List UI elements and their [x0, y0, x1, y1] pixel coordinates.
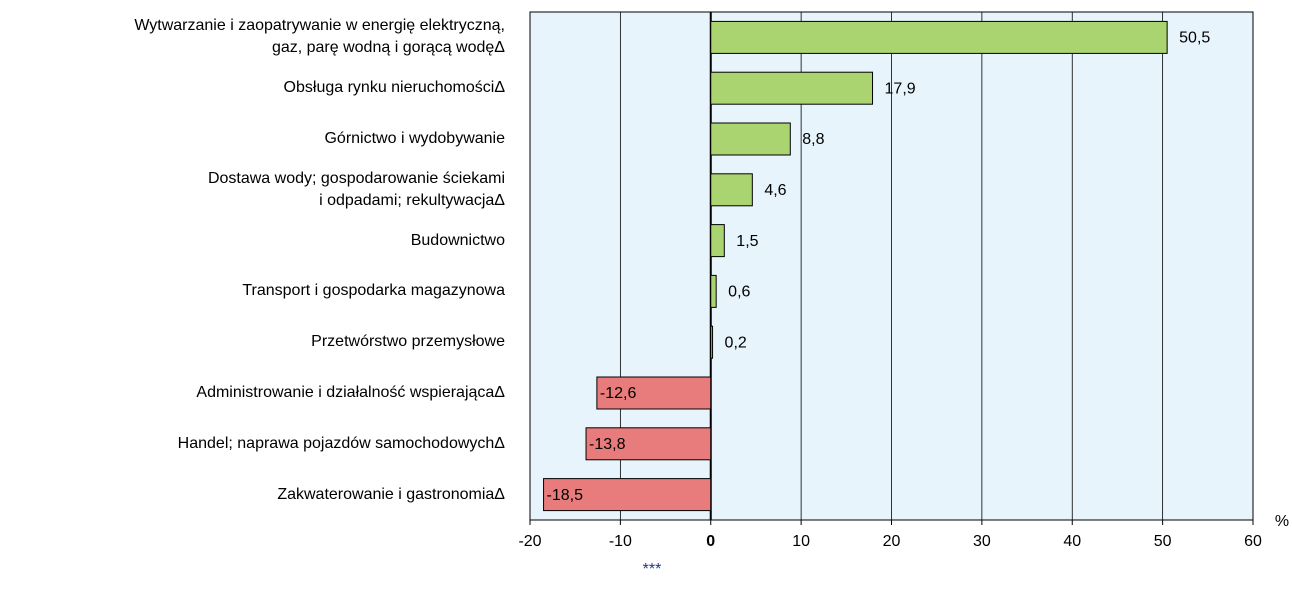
value-label: 8,8	[802, 131, 824, 148]
x-tick-label: 0	[706, 533, 715, 550]
value-label: -12,6	[600, 385, 637, 402]
x-tick-label: -20	[518, 533, 541, 550]
bar	[710, 224, 725, 258]
category-label: Przetwórstwo przemysłowe	[311, 333, 505, 351]
x-tick-label: 40	[1063, 533, 1081, 550]
axis-unit: %	[1275, 513, 1289, 530]
category-label: Administrowanie i działalność wspierając…	[196, 384, 505, 401]
category-label: Dostawa wody; gospodarowanie ściekami i …	[207, 169, 505, 209]
value-label: 0,2	[725, 334, 747, 351]
category-label: Zakwaterowanie i gastronomiaΔ	[277, 485, 505, 503]
bar	[585, 427, 712, 461]
x-tick-label: 10	[792, 533, 810, 550]
value-label: 17,9	[885, 80, 916, 97]
value-label: 0,6	[728, 284, 750, 301]
footer: ***	[643, 561, 662, 578]
category-label: Górnictwo i wydobywanie	[324, 130, 505, 147]
x-tick-label: -10	[609, 533, 632, 550]
value-label: -13,8	[589, 436, 626, 453]
bar	[710, 20, 1168, 54]
category-label: Handel; naprawa pojazdów samochodowychΔ	[177, 434, 505, 452]
x-tick-label: 30	[973, 533, 991, 550]
value-label: -18,5	[547, 487, 584, 504]
bar	[596, 376, 712, 410]
x-tick-label: 50	[1154, 533, 1172, 550]
bar	[710, 325, 714, 359]
x-tick-label: 20	[883, 533, 901, 550]
bar	[710, 173, 753, 207]
value-label: 4,6	[764, 182, 786, 199]
category-label: Obsługa rynku nieruchomościΔ	[283, 79, 505, 97]
category-label: Wytwarzanie i zaopatrywanie w energię el…	[134, 17, 505, 57]
category-label: Budownictwo	[410, 231, 505, 249]
category-label: Transport i gospodarka magazynowa	[242, 282, 505, 300]
value-label: 1,5	[736, 233, 758, 250]
bar	[710, 122, 791, 156]
value-label: 50,5	[1179, 30, 1210, 47]
bar	[710, 274, 717, 308]
x-tick-label: 60	[1244, 533, 1262, 550]
bar	[710, 71, 874, 105]
bar	[543, 478, 712, 512]
